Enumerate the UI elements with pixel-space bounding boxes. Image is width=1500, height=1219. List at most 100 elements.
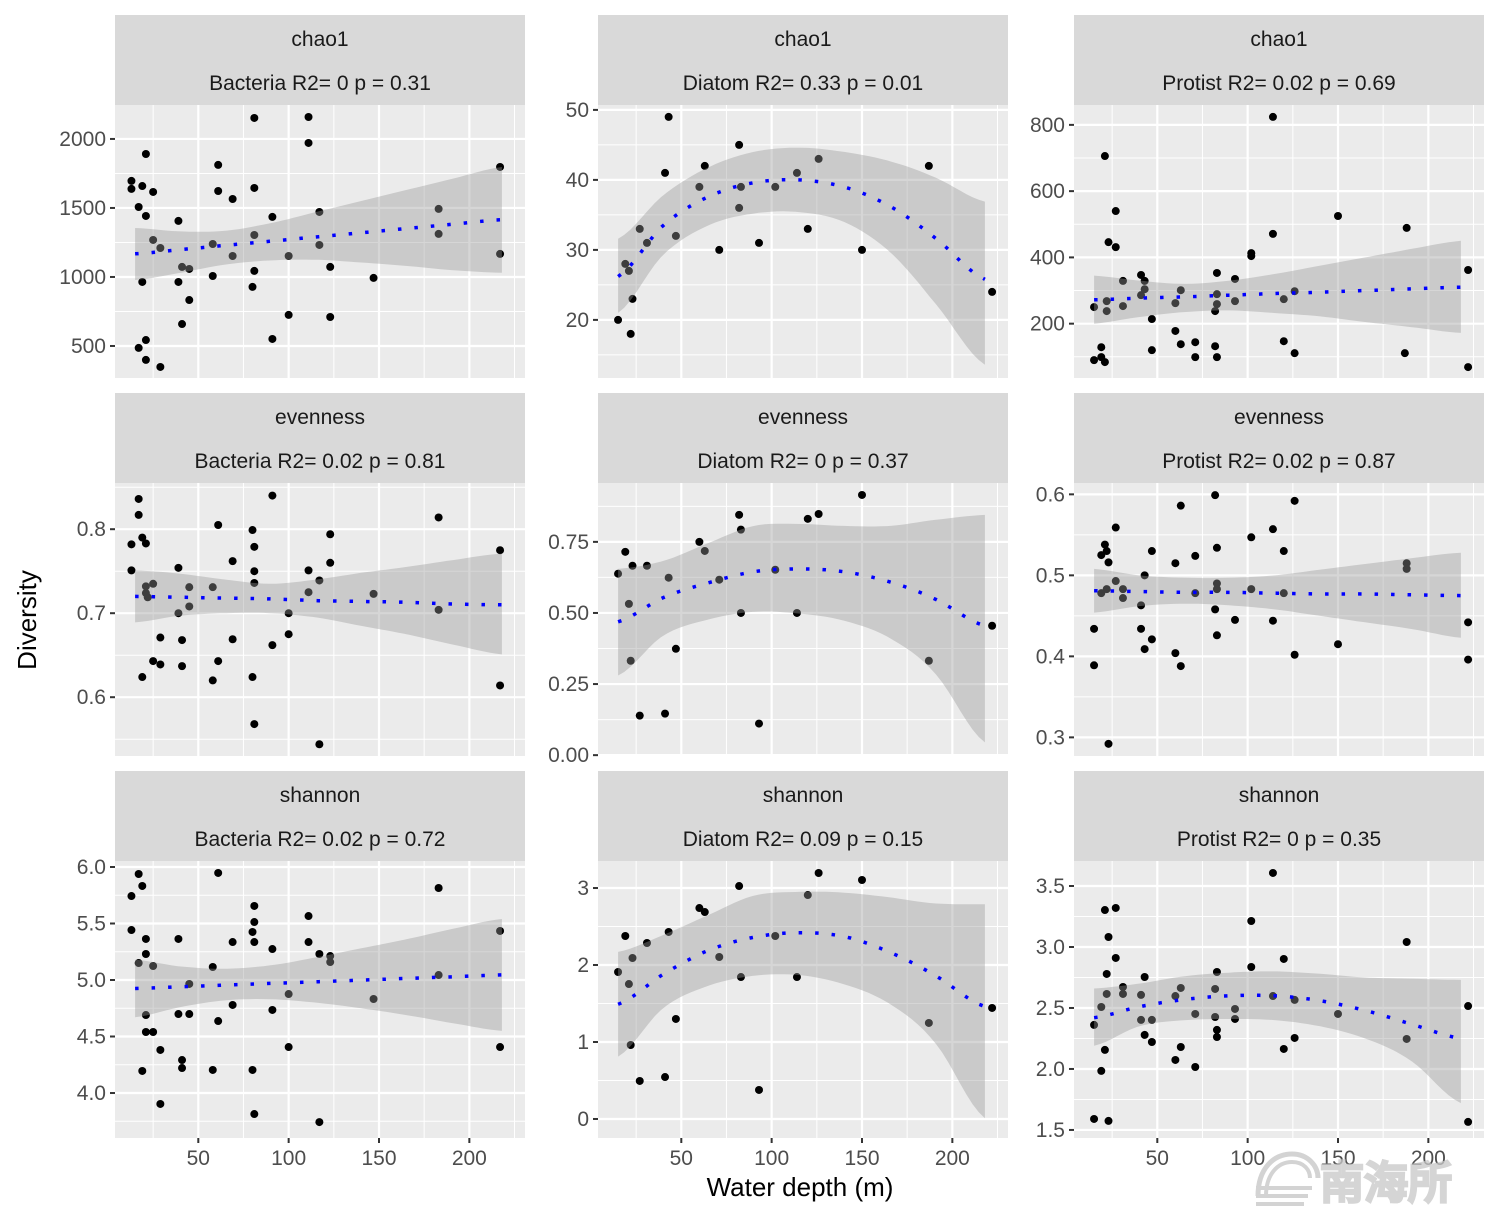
plot-marks: [1090, 868, 1473, 1126]
data-point: [228, 557, 237, 566]
data-point: [1247, 252, 1256, 261]
data-point: [1212, 1025, 1221, 1034]
data-point: [127, 176, 136, 185]
data-point: [1111, 243, 1120, 252]
confidence-band: [1094, 971, 1461, 1104]
strip-title-stats: Diatom R2= 0.09 p = 0.15: [683, 828, 924, 851]
strip-title-stats: Diatom R2= 0.33 p = 0.01: [683, 72, 924, 95]
y-tick-label: 1000: [59, 266, 106, 289]
fit-line: [617, 177, 986, 281]
data-point: [138, 1066, 147, 1075]
y-tick-label: 2.0: [1036, 1058, 1065, 1081]
data-point: [268, 1005, 277, 1014]
data-point: [250, 720, 259, 729]
data-point: [624, 599, 633, 608]
data-point: [671, 1014, 680, 1023]
data-point: [1212, 1033, 1221, 1042]
data-point: [250, 113, 259, 122]
data-point: [695, 537, 704, 546]
data-point: [628, 561, 637, 570]
data-point: [1100, 358, 1109, 367]
data-point: [1268, 525, 1277, 534]
data-point: [1268, 229, 1277, 238]
data-point: [1104, 238, 1113, 247]
y-tick-label: 1.5: [1036, 1119, 1065, 1142]
data-point: [228, 1000, 237, 1009]
data-point: [1464, 655, 1473, 664]
data-point: [1100, 906, 1109, 915]
data-point: [1212, 631, 1221, 640]
y-tick-label: 400: [1030, 246, 1065, 269]
data-point: [1402, 564, 1411, 573]
data-point: [1140, 571, 1149, 580]
data-point: [1333, 1009, 1342, 1018]
data-point: [715, 245, 724, 254]
data-point: [1268, 112, 1277, 121]
panel-background: [1074, 861, 1484, 1138]
watermark: 南海所: [1255, 1151, 1453, 1210]
data-point: [1100, 540, 1109, 549]
data-point: [1118, 302, 1127, 311]
data-point: [715, 953, 724, 962]
data-point: [755, 1085, 764, 1094]
data-point: [1100, 152, 1109, 161]
data-point: [208, 963, 217, 972]
panel-background: [598, 861, 1008, 1138]
data-point: [1247, 917, 1256, 926]
data-point: [1147, 315, 1156, 324]
data-point: [178, 636, 187, 645]
data-point: [369, 273, 378, 282]
data-point: [735, 510, 744, 519]
y-tick-label: 0.8: [77, 518, 106, 541]
data-point: [127, 540, 136, 549]
data-point: [156, 1099, 165, 1108]
data-point: [326, 958, 335, 967]
strip-title-stats: Protist R2= 0 p = 0.35: [1177, 828, 1381, 851]
y-tick-label: 6.0: [77, 856, 106, 879]
data-point: [326, 530, 335, 539]
data-point: [1290, 349, 1299, 358]
data-point: [315, 207, 324, 216]
data-point: [614, 315, 623, 324]
y-tick-label: 2000: [59, 128, 106, 151]
data-point: [326, 312, 335, 321]
data-point: [134, 510, 143, 519]
data-point: [496, 546, 505, 555]
data-point: [735, 203, 744, 212]
data-point: [1137, 624, 1146, 633]
data-point: [228, 938, 237, 947]
data-point: [185, 264, 194, 273]
data-point: [1212, 579, 1221, 588]
data-point: [138, 533, 147, 542]
x-axis-title: Water depth (m): [707, 1172, 894, 1202]
data-point: [1290, 650, 1299, 659]
x-tick-label: 200: [452, 1147, 487, 1170]
panel-chao1-diatom: chao1 Diatom R2= 0.33 p = 0.01 20 30 40 50: [566, 15, 1008, 378]
facet-strip: [598, 15, 1008, 105]
data-point: [141, 582, 150, 591]
data-point: [814, 509, 823, 518]
data-point: [1402, 1034, 1411, 1043]
plot-marks: [127, 113, 505, 371]
data-point: [1090, 661, 1099, 670]
data-point: [664, 927, 673, 936]
x-tick-label: 50: [187, 1147, 210, 1170]
data-point: [1118, 594, 1127, 603]
data-point: [1102, 585, 1111, 594]
data-point: [134, 343, 143, 352]
data-point: [127, 566, 136, 575]
data-point: [1212, 268, 1221, 277]
data-point: [214, 160, 223, 169]
data-point: [1212, 543, 1221, 552]
confidence-band: [1094, 552, 1461, 638]
data-point: [1191, 353, 1200, 362]
data-point: [178, 262, 187, 271]
gridlines: [115, 483, 525, 756]
data-point: [1247, 585, 1256, 594]
data-point: [1111, 523, 1120, 532]
x-tick-label: 150: [1320, 1147, 1355, 1170]
fit-line: [134, 217, 502, 256]
y-tick-label: 0.6: [1036, 483, 1065, 506]
data-point: [141, 149, 150, 158]
panel-background: [598, 105, 1008, 378]
